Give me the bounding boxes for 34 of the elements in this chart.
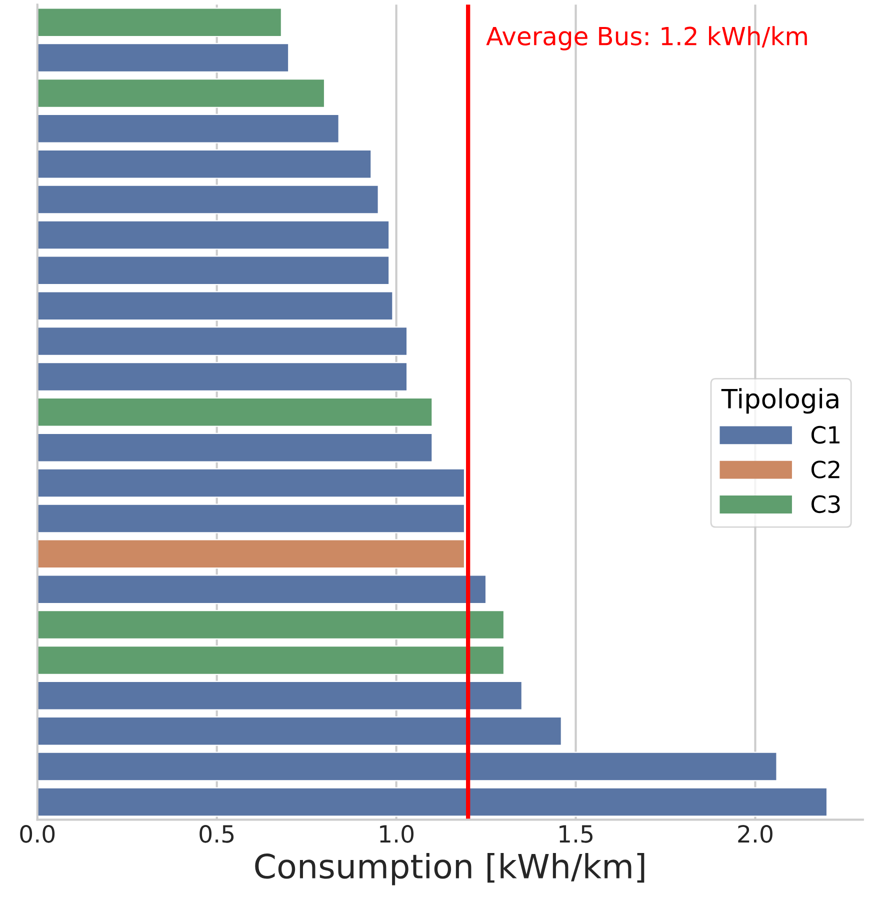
x-tick-label: 1.0 — [380, 824, 414, 843]
bar — [37, 574, 487, 604]
bar — [37, 291, 394, 321]
bar — [37, 326, 408, 356]
ref-line-label: Average Bus: 1.2 kWh/km — [486, 26, 807, 50]
bar — [37, 504, 466, 534]
bar — [37, 8, 282, 38]
bar — [37, 645, 505, 675]
x-tick-label: 2.0 — [738, 824, 772, 843]
bar — [37, 539, 466, 569]
bar — [37, 149, 372, 179]
bar — [37, 787, 828, 817]
legend-label: C3 — [811, 495, 840, 514]
bar — [37, 432, 433, 462]
legend-label: C1 — [811, 426, 840, 444]
bar — [37, 184, 379, 214]
x-tick-label: 0.5 — [200, 824, 234, 843]
x-tick-label: 0.0 — [20, 824, 55, 843]
bar — [37, 716, 562, 746]
bar — [37, 680, 522, 710]
bar — [37, 43, 290, 72]
bar — [37, 114, 340, 144]
bar — [37, 362, 408, 392]
x-axis-title: Consumption [kWh/km] — [255, 852, 644, 886]
bar — [37, 610, 505, 640]
bar — [37, 752, 778, 782]
bar — [37, 468, 466, 498]
legend-label: C2 — [811, 460, 840, 478]
x-tick-label: 1.5 — [560, 825, 592, 843]
bar — [37, 220, 390, 250]
bar — [37, 256, 390, 286]
legend-title: Tipologia — [721, 388, 838, 414]
bar — [37, 78, 326, 108]
bar — [37, 397, 433, 427]
